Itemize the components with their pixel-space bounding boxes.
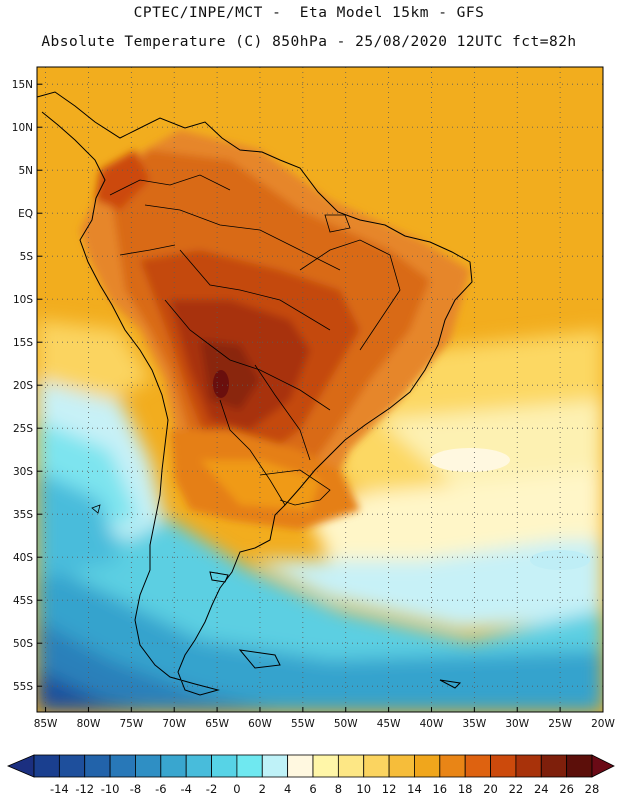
colorbar-label: 12 [382,782,397,796]
lon-label: 45W [377,718,401,730]
colorbar-swatch [211,754,238,778]
colorbar-label: 28 [585,782,600,796]
colorbar-label: 14 [407,782,422,796]
lon-label: 75W [119,718,143,730]
colorbar-swatch [261,754,289,778]
colorbar-label: 6 [309,782,316,796]
lon-label: 65W [205,718,229,730]
colorbar-swatch [33,754,60,778]
lat-label: 50S [13,638,33,650]
lat-label: 45S [13,595,33,607]
longitude-labels: 85W 80W 75W 70W 65W 60W 55W 50W 45W 40W 35W 30W 25W 2… [34,707,615,730]
lon-label: 40W [420,718,444,730]
colorbar-arrow-left [6,754,35,778]
colorbar-label: 18 [458,782,473,796]
lon-label: 25W [548,718,572,730]
colorbar-label: -6 [155,782,166,796]
temperature-field [37,67,603,712]
colorbar-swatch [515,754,542,778]
lat-label: 35S [13,509,33,521]
chart-title-line2: Absolute Temperature (C) 850hPa - 25/08/… [41,34,577,50]
colorbar-swatch [439,754,466,778]
chart-title-line1: CPTEC/INPE/MCT - Eta Model 15km - GFS [133,5,485,21]
max-temperature-core [213,370,229,398]
colorbar-arrow-right [591,754,615,778]
lon-label: 55W [291,718,315,730]
lon-label: 70W [162,718,186,730]
lat-label: 5S [20,251,34,263]
lon-label: 35W [462,718,486,730]
colorbar-label: -4 [180,782,191,796]
colorbar-swatch [414,754,441,778]
lon-label: 60W [248,718,272,730]
colorbar-label: 16 [432,782,447,796]
colorbar-swatch [540,754,568,778]
colorbar-label: -2 [206,782,217,796]
colorbar-swatch [160,754,187,778]
coastline [37,91,473,696]
colorbar-swatch [135,754,162,778]
colorbar-label: -8 [130,782,141,796]
colorbar-swatch [464,754,491,778]
colorbar-swatch [388,754,415,778]
colorbar-swatch [363,754,390,778]
lon-label: 85W [34,718,58,730]
colorbar-label: 20 [483,782,498,796]
plot-frame [36,66,604,713]
lat-label: 25S [13,423,33,435]
colorbar-swatch [109,754,136,778]
colorbar-swatch [185,754,212,778]
colorbar-label: -12 [75,782,94,796]
colorbar-swatch [58,754,86,778]
lat-label: 40S [13,552,33,564]
lat-label: 15N [12,79,33,91]
lat-label: 20S [13,380,33,392]
lon-label: 30W [505,718,529,730]
colorbar-label: 10 [356,782,371,796]
colorbar: -14 -12 -10 -8 -6 -4 -2 0 2 4 6 8 10 12 14 16 18 20 22 24 26… [6,754,615,796]
lon-label: 50W [334,718,358,730]
lat-label: 30S [13,466,33,478]
lat-label: 15S [13,337,33,349]
lat-label: 55S [13,681,33,693]
lat-label: 5N [18,165,33,177]
colorbar-label: 4 [284,782,291,796]
colorbar-swatch [337,754,365,778]
colorbar-label: -10 [101,782,120,796]
lat-label: EQ [18,208,33,220]
lon-label: 80W [77,718,101,730]
colorbar-label: 0 [233,782,240,796]
colorbar-label: 24 [534,782,549,796]
latitude-labels: 15N 10N 5N EQ 5S 10S 15S 20S 25S 30S 35S 40S 45S 50S 5… [12,79,42,693]
colorbar-swatch [312,754,339,778]
lon-label: 20W [591,718,615,730]
colorbar-swatch [566,754,593,778]
lat-label: 10S [13,294,33,306]
colorbar-label: 22 [509,782,524,796]
colorbar-label: -14 [50,782,69,796]
colorbar-label: 8 [335,782,342,796]
colorbar-swatch [287,754,314,778]
lat-label: 10N [12,122,33,134]
colorbar-swatch [236,754,263,778]
colorbar-label: 2 [259,782,266,796]
colorbar-label: 26 [559,782,574,796]
colorbar-swatch [84,754,111,778]
colorbar-swatch [490,754,517,778]
